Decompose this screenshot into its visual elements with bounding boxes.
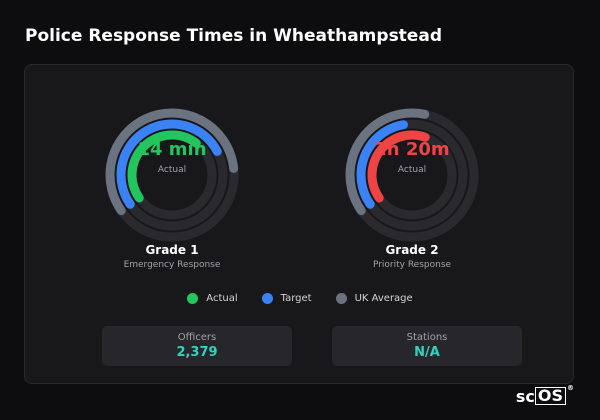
grade-1-value-label: Actual: [157, 165, 187, 175]
grade-1-target-ring: [116, 119, 228, 231]
grade-2-uk-average-ring: [345, 108, 479, 242]
grade-1-subtitle: Emergency Response: [123, 260, 221, 270]
legend-item-target: Target: [261, 293, 312, 304]
brand-logo: sc OS ®: [515, 384, 574, 406]
legend-item-uk-average: UK Average: [335, 293, 413, 304]
stations-label: Stations: [406, 332, 448, 343]
brand-registered-mark: ®: [567, 384, 574, 392]
grade-2-rings: [345, 108, 479, 242]
legend-label-uk-average: UK Average: [354, 293, 413, 304]
legend-label-target: Target: [280, 293, 312, 304]
legend-item-actual: Actual: [187, 293, 238, 304]
stations-card: Stations N/A: [332, 326, 522, 366]
grade-2-gauge: 2h 20m Actual: [342, 105, 482, 245]
grade-1-rings: [105, 108, 239, 242]
stations-value: N/A: [414, 345, 440, 360]
grade-2-title: Grade 2: [385, 243, 439, 257]
legend-label-actual: Actual: [206, 293, 238, 304]
officers-value: 2,379: [176, 345, 218, 360]
grade-1-gauge: 14 min Actual: [102, 105, 242, 245]
grade-2-subtitle: Priority Response: [372, 260, 452, 270]
grade-2-value: 2h 20m: [374, 139, 450, 160]
grade-2-actual-ring: [367, 130, 457, 220]
grade-1-actual-ring: [127, 130, 217, 220]
officers-card: Officers 2,379: [102, 326, 292, 366]
grade-2-value-label: Actual: [397, 165, 427, 175]
brand-boxed-text: OS: [534, 387, 566, 405]
legend-dot-uk-average: [335, 293, 347, 304]
legend-dot-target: [261, 293, 273, 304]
brand-text: sc: [515, 387, 535, 406]
grade-1-title: Grade 1: [145, 243, 199, 257]
officers-label: Officers: [177, 332, 217, 343]
legend-dot-actual: [187, 293, 199, 304]
grade-2-target-ring: [356, 119, 468, 231]
response-times-panel: 14 min Actual Grade 1 Emergency Response…: [24, 64, 574, 384]
grade-1-uk-average-ring: [105, 108, 239, 242]
page-title: Police Response Times in Wheathampstead: [25, 26, 442, 46]
grade-1-value: 14 min: [137, 139, 207, 160]
legend: Actual Target UK Average: [25, 293, 575, 304]
